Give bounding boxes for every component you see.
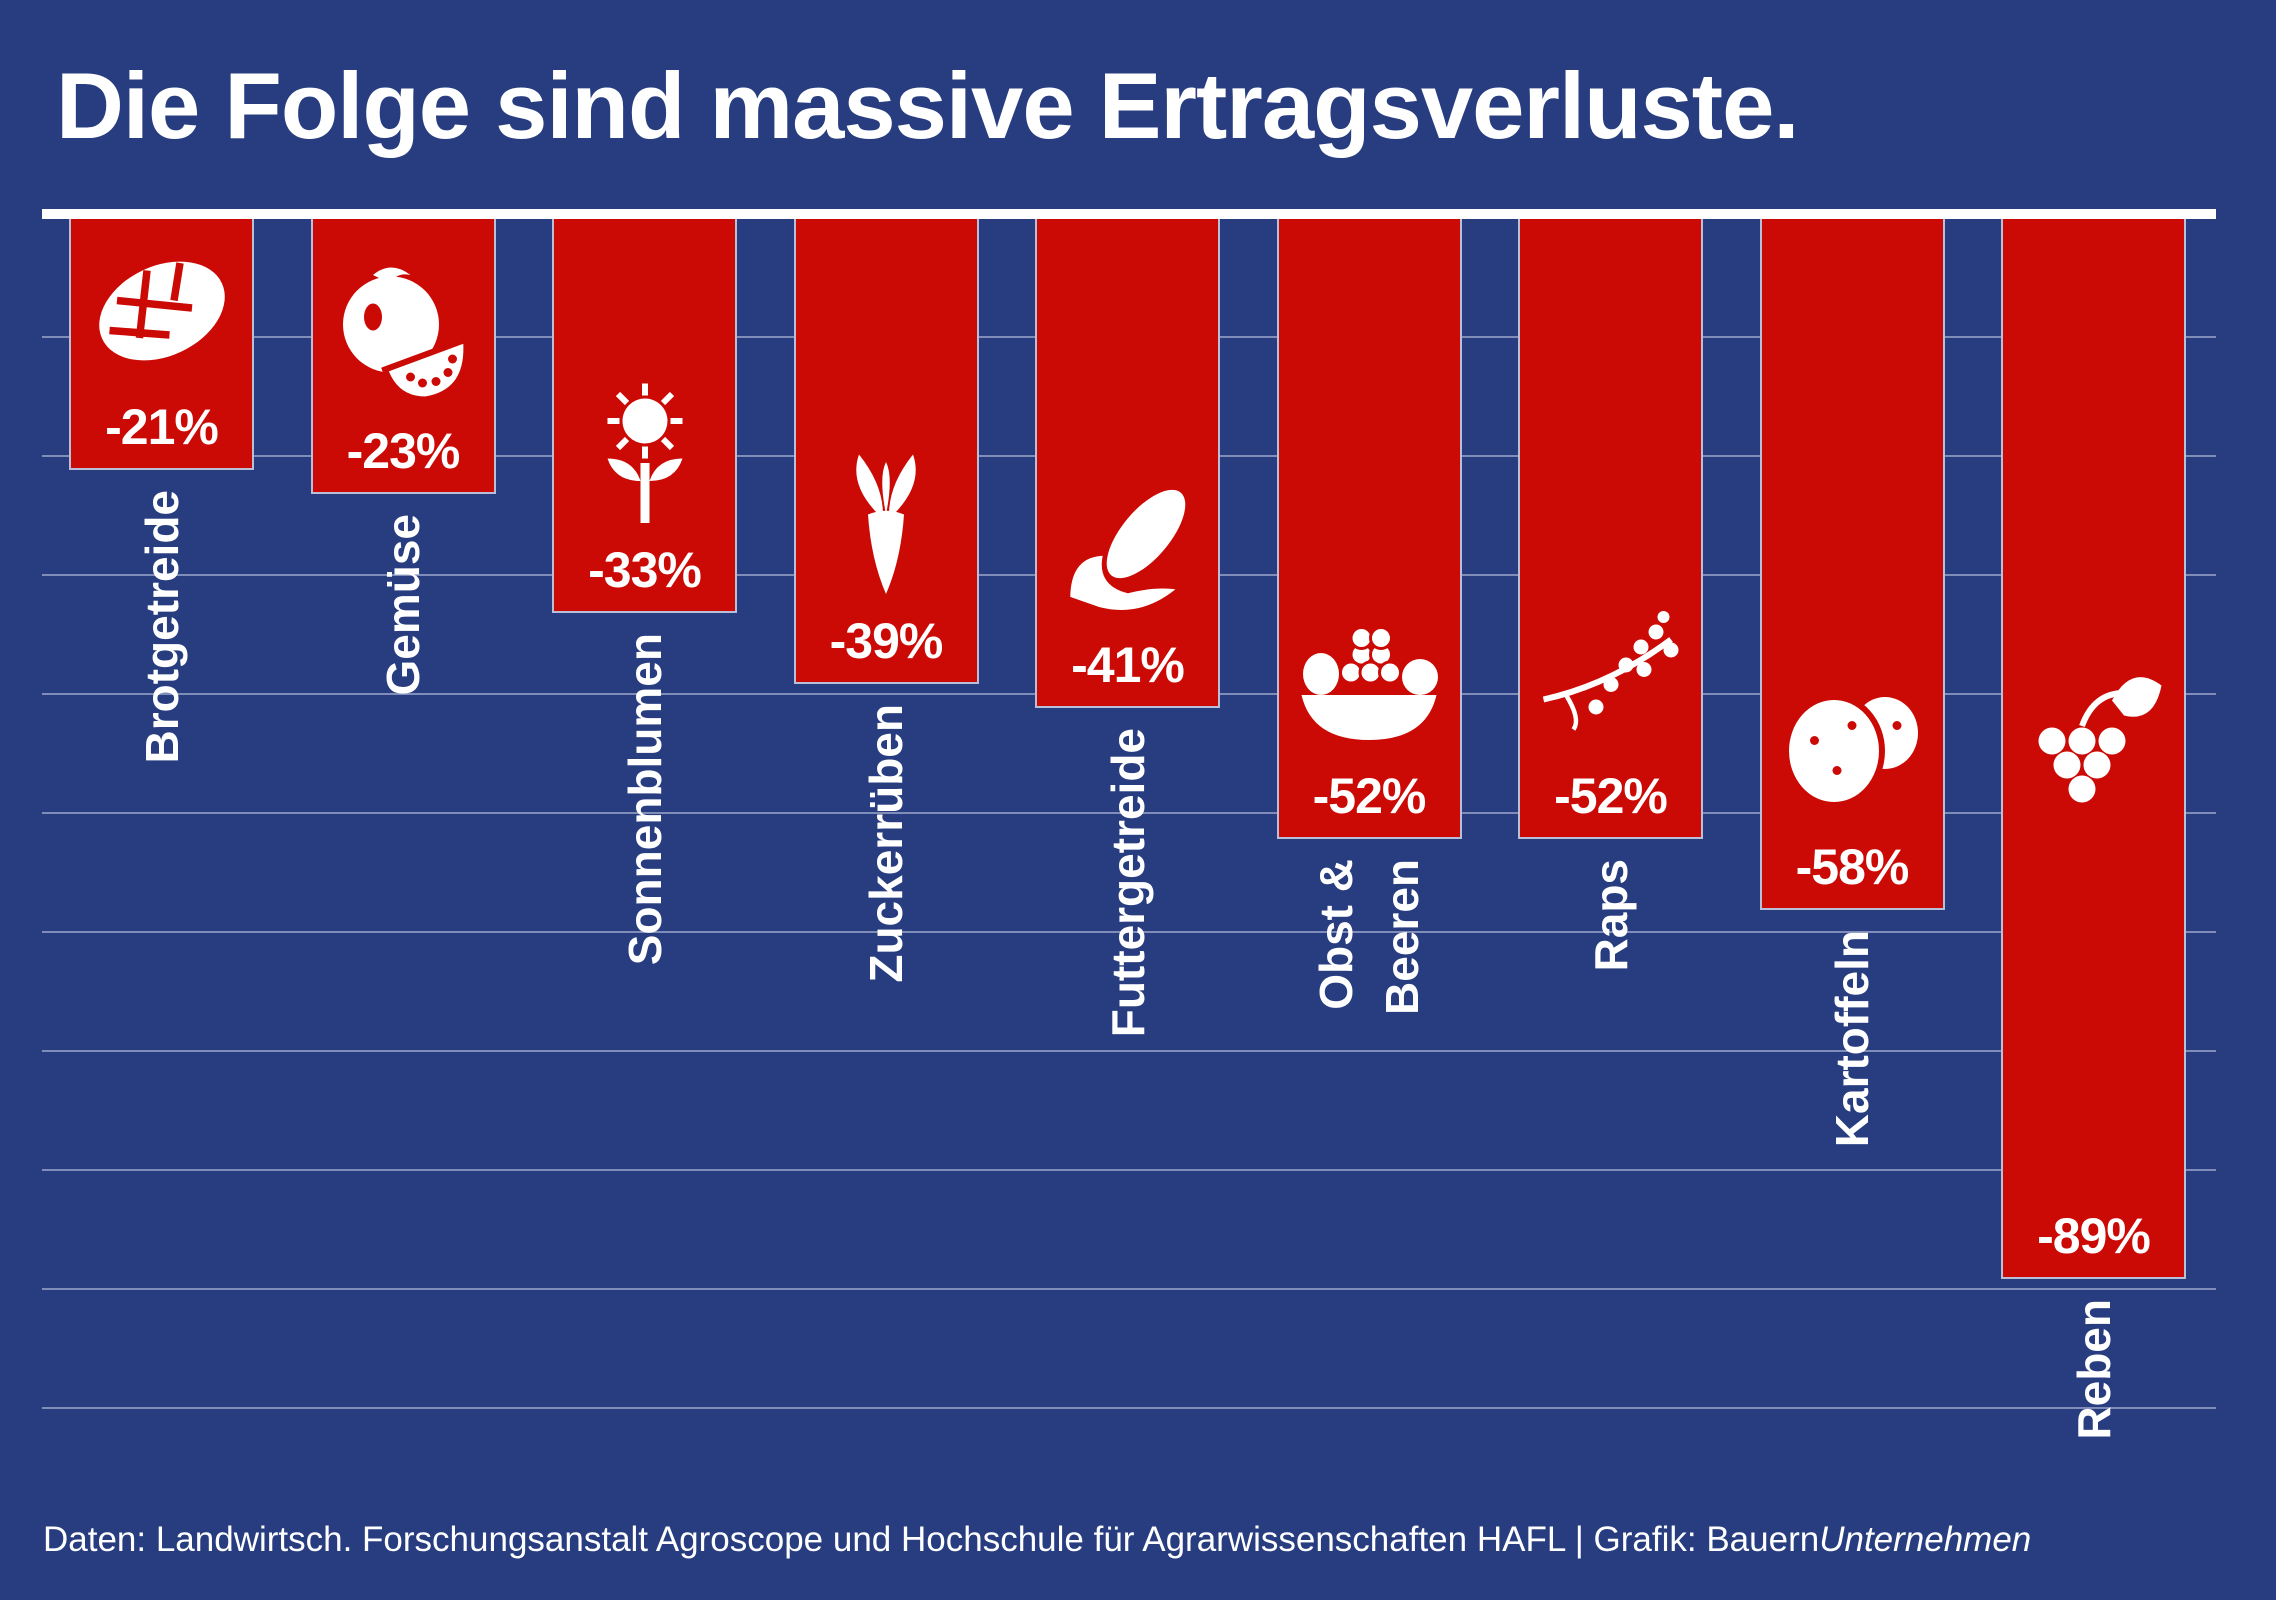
bar-value-label: -89% xyxy=(2037,1208,2151,1265)
baseline-axis xyxy=(42,209,2216,219)
tomato-icon xyxy=(328,257,478,407)
source-text: Daten: Landwirtsch. Forschungsanstalt Ag… xyxy=(43,1520,1820,1559)
bar-value-label: -52% xyxy=(1312,767,1427,824)
bar-value-label: -23% xyxy=(346,422,461,479)
source-footer: Daten: Landwirtsch. Forschungsanstalt Ag… xyxy=(43,1520,2031,1560)
chart-title: Die Folge sind massive Ertragsverluste. xyxy=(56,53,1800,158)
bar: -23% xyxy=(312,218,494,492)
fruit-basket-icon xyxy=(1294,602,1444,752)
category-label-text: Zuckerrüben xyxy=(860,704,912,983)
rapeseed-icon xyxy=(1536,602,1686,752)
category-label-text: Gemüse xyxy=(377,513,429,696)
category-label-text: Obst & Beeren xyxy=(1310,858,1428,1015)
bar: -89% xyxy=(2003,218,2184,1278)
category-label-text: Sonnenblumen xyxy=(618,632,671,965)
gridline xyxy=(42,1288,2216,1290)
bar-value-label: -33% xyxy=(588,541,702,598)
potato-icon xyxy=(1777,673,1927,823)
brand-name: Unternehmen xyxy=(1819,1520,2032,1559)
bar: -21% xyxy=(71,218,252,468)
gridline xyxy=(42,1169,2216,1171)
sunflower-icon xyxy=(570,376,720,526)
category-label-text: Reben xyxy=(2067,1299,2120,1440)
grape-icon xyxy=(2019,663,2169,813)
category-label-text: Kartoffeln xyxy=(1826,930,1878,1148)
category-label-text: Futtergetreide xyxy=(1101,727,1154,1038)
bar: -52% xyxy=(1278,218,1460,837)
gridline xyxy=(42,931,2216,933)
bar-value-label: -58% xyxy=(1795,839,1910,896)
beet-icon xyxy=(811,447,961,597)
bar: -41% xyxy=(1037,218,1218,706)
bar: -33% xyxy=(554,218,735,611)
bar-value-label: -21% xyxy=(105,398,219,455)
gridline xyxy=(42,1407,2216,1409)
category-label-text: Brotgetreide xyxy=(135,489,188,764)
bread-icon xyxy=(87,233,237,383)
gridline xyxy=(42,812,2216,814)
bar: -52% xyxy=(1520,218,1701,837)
corn-icon xyxy=(1053,471,1203,621)
gridline xyxy=(42,1050,2216,1052)
category-label-text: Raps xyxy=(1584,858,1637,972)
bar: -58% xyxy=(1761,218,1943,909)
bar-value-label: -39% xyxy=(829,613,944,670)
bar: -39% xyxy=(795,218,977,683)
bar-value-label: -52% xyxy=(1554,767,1668,824)
bar-value-label: -41% xyxy=(1071,636,1185,693)
